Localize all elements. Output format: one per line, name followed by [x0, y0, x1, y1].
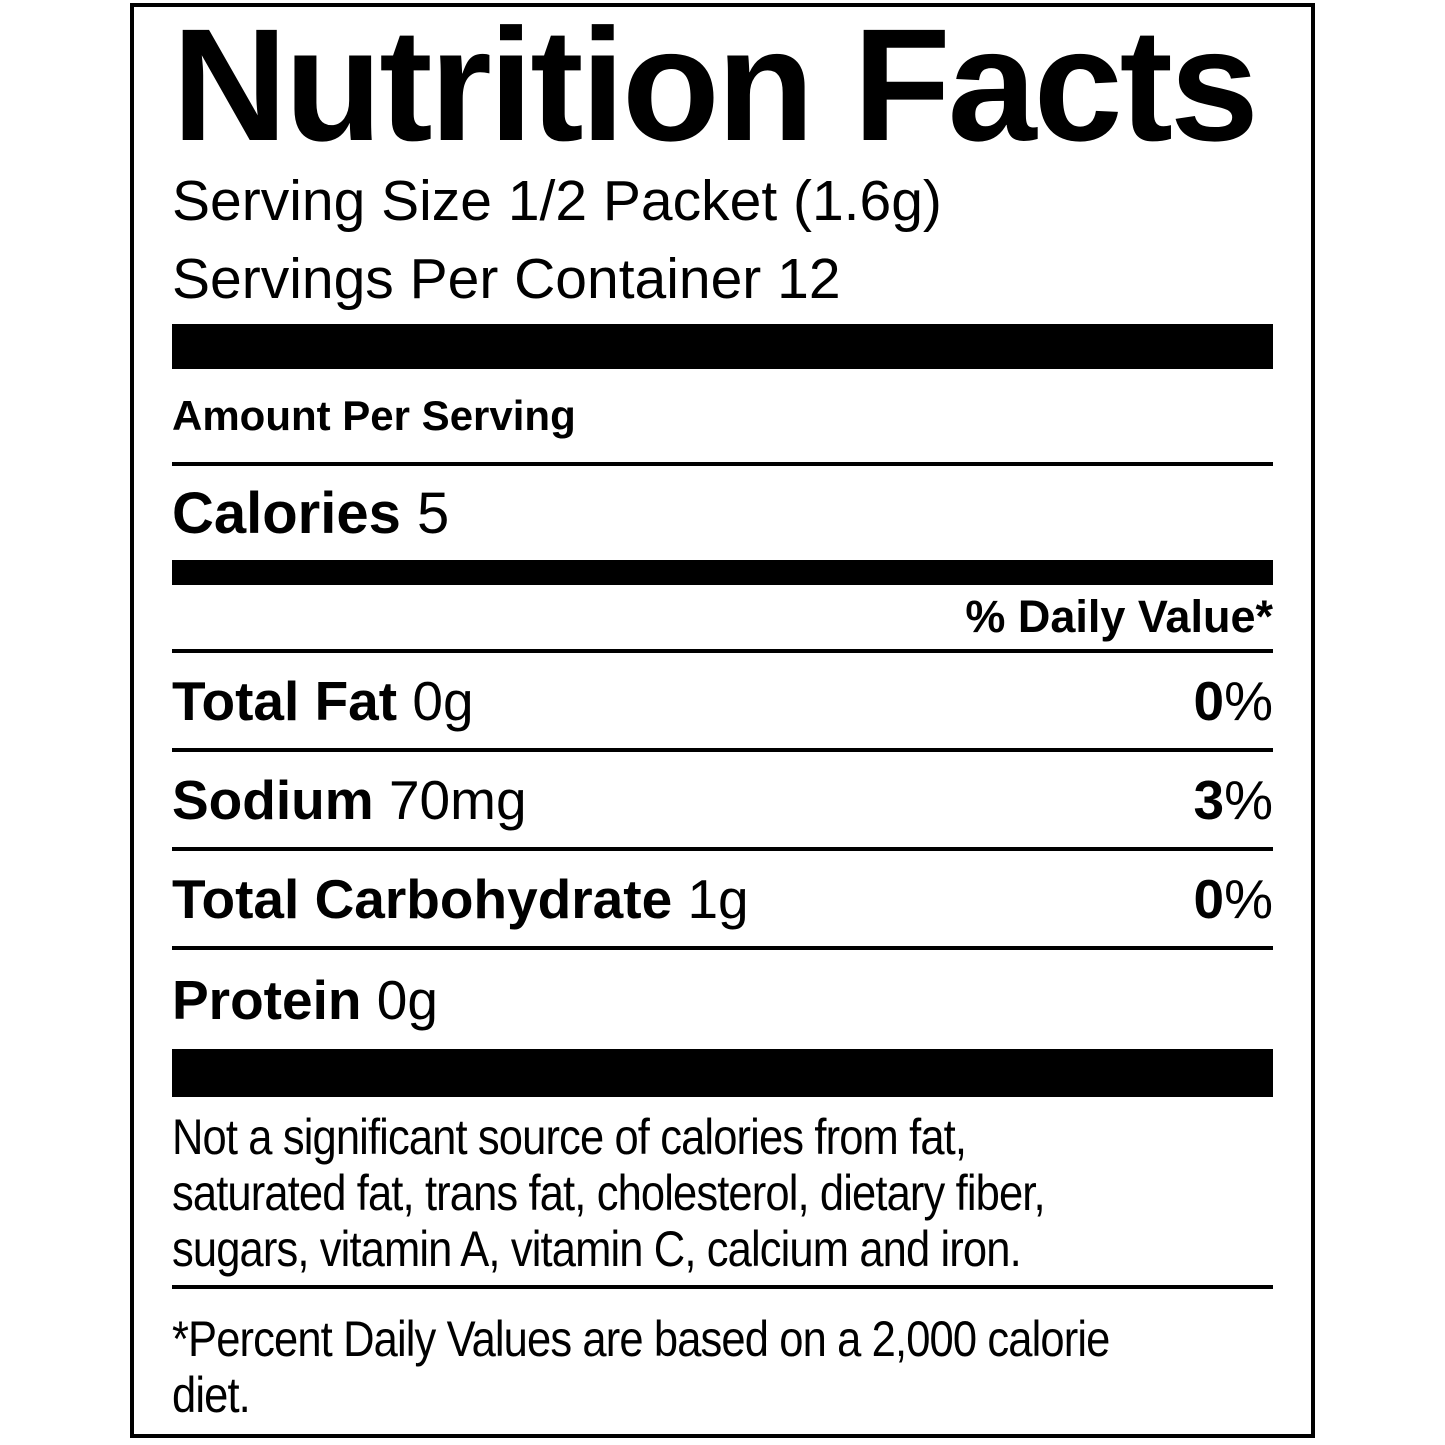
nutrient-row-protein: Protein 0g [172, 950, 1273, 1049]
servings-per-container-line: Servings Per Container 12 [172, 247, 841, 311]
nutrient-amount: 70mg [388, 768, 527, 831]
footnote-line: diet. [172, 1367, 251, 1423]
percent-sign: % [1224, 669, 1273, 732]
disclaimer-line: saturated fat, trans fat, cholesterol, d… [172, 1165, 1046, 1221]
nutrient-row-total-fat: Total Fat 0g 0% [172, 653, 1273, 752]
nutrient-amount: 0g [412, 669, 474, 732]
disclaimer-line: sugars, vitamin A, vitamin C, calcium an… [172, 1221, 1022, 1277]
nutrient-name: Total Carbohydrate [172, 867, 673, 930]
nutrient-left: Total Carbohydrate 1g [172, 867, 749, 931]
nutrient-amount: 0g [376, 968, 438, 1031]
nutrient-left: Total Fat 0g [172, 669, 474, 733]
calories-row: Calories 5 [172, 466, 1273, 560]
nutrient-left: Sodium 70mg [172, 768, 527, 832]
percent-sign: % [1224, 768, 1273, 831]
footnote-text: *Percent Daily Values are based on a 2,0… [172, 1301, 1130, 1431]
nutrient-name: Sodium [172, 768, 374, 831]
daily-value-percent: 3% [1194, 768, 1274, 832]
label-title: Nutrition Facts [172, 0, 1259, 174]
daily-value-header: % Daily Value* [172, 585, 1273, 653]
percent-number: 0 [1193, 867, 1225, 930]
amount-per-serving-label: Amount Per Serving [172, 369, 1273, 466]
percent-number: 0 [1193, 669, 1225, 732]
serving-size-line: Serving Size 1/2 Packet (1.6g) [172, 169, 942, 233]
footnote-line: *Percent Daily Values are based on a 2,0… [172, 1311, 1110, 1367]
nutrition-facts-label: Nutrition Facts Serving Size 1/2 Packet … [130, 3, 1315, 1438]
daily-value-percent: 0% [1194, 867, 1274, 931]
nutrient-name: Protein [172, 968, 362, 1031]
footnote-separator-rule [172, 1285, 1273, 1289]
calories-value: 5 [417, 480, 450, 546]
section-divider-bar-bottom [172, 1049, 1273, 1097]
nutrient-name: Total Fat [172, 669, 398, 732]
daily-value-percent: 0% [1194, 669, 1274, 733]
nutrient-amount: 1g [687, 867, 749, 930]
percent-number: 3 [1193, 768, 1225, 831]
percent-sign: % [1224, 867, 1273, 930]
section-divider-bar-middle [172, 560, 1273, 585]
disclaimer-text: Not a significant source of calories fro… [172, 1109, 1130, 1285]
nutrient-row-sodium: Sodium 70mg 3% [172, 752, 1273, 851]
nutrient-row-total-carbohydrate: Total Carbohydrate 1g 0% [172, 851, 1273, 950]
nutrient-left: Protein 0g [172, 968, 438, 1032]
section-divider-bar-top [172, 324, 1273, 369]
disclaimer-line: Not a significant source of calories fro… [172, 1109, 967, 1165]
calories-label: Calories [172, 480, 401, 546]
